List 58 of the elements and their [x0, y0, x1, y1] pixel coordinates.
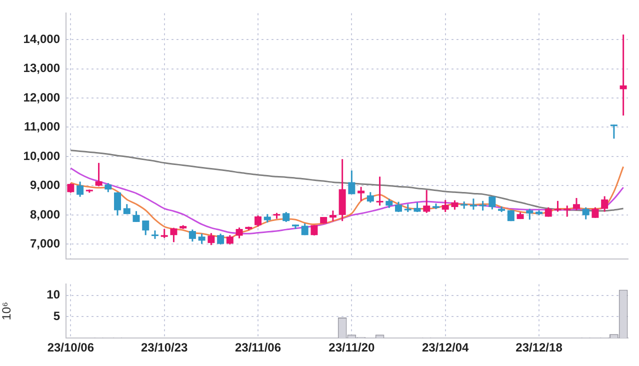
candlestick: [198, 232, 206, 245]
candlestick: [395, 201, 402, 213]
candlestick: [95, 162, 102, 188]
y-axis-title: 10⁶: [0, 302, 14, 320]
candlestick: [526, 208, 534, 220]
y-tick-label: 12,000: [23, 90, 60, 104]
x-tick-label: 23/11/06: [234, 340, 282, 355]
candlestick: [601, 195, 608, 212]
x-tick-label: 23/12/04: [422, 340, 470, 355]
candlestick: [104, 182, 112, 193]
y-tick-label: 10: [46, 288, 60, 302]
candlestick: [236, 226, 243, 240]
candlestick: [67, 182, 74, 194]
candlestick: [592, 206, 599, 219]
candlestick: [114, 191, 122, 216]
candlestick: [479, 200, 486, 212]
candlestick: [470, 198, 477, 210]
x-tick-label: 23/11/20: [328, 340, 376, 355]
candlestick: [160, 228, 168, 239]
candlestick: [620, 34, 627, 116]
candlestick: [76, 180, 84, 198]
x-tick-label: 23/12/18: [516, 340, 563, 355]
candlestick: [488, 196, 496, 210]
y-tick-label: 14,000: [23, 32, 60, 46]
candlestick: [226, 234, 234, 246]
candlestick: [366, 191, 374, 204]
candlestick: [348, 170, 356, 195]
candlestick: [170, 227, 178, 243]
candlestick: [376, 176, 384, 206]
candlestick: [610, 124, 618, 140]
y-tick-label: 5: [53, 308, 60, 323]
candlestick: [554, 200, 562, 212]
candlestick: [358, 186, 365, 202]
candlestick: [442, 199, 449, 213]
candlestick: [451, 200, 458, 210]
candlestick: [282, 211, 290, 223]
y-tick-label: 11,000: [24, 120, 60, 134]
candlestick: [217, 232, 224, 246]
y-tick-label: 10,000: [23, 148, 60, 163]
candlestick: [572, 197, 580, 212]
candlestick: [564, 204, 571, 218]
y-tick-label: 7,000: [30, 236, 60, 250]
candlestick: [310, 224, 318, 236]
y-tick-label: 9,000: [30, 178, 60, 192]
candlestick: [208, 232, 215, 246]
y-tick-label: 8,000: [30, 207, 60, 222]
candlestick: [132, 210, 140, 223]
y-tick-label: 13,000: [23, 61, 60, 76]
x-tick-label: 23/10/06: [47, 340, 94, 355]
x-tick-label: 23/10/23: [140, 340, 188, 355]
candlestick: [582, 206, 590, 220]
candlestick: [188, 228, 196, 242]
candlestick: [329, 210, 336, 222]
candlestick: [142, 220, 150, 236]
candlestick: [423, 189, 430, 214]
candlestick: [386, 198, 393, 209]
candlestick: [254, 214, 262, 228]
candlestick: [414, 202, 421, 213]
